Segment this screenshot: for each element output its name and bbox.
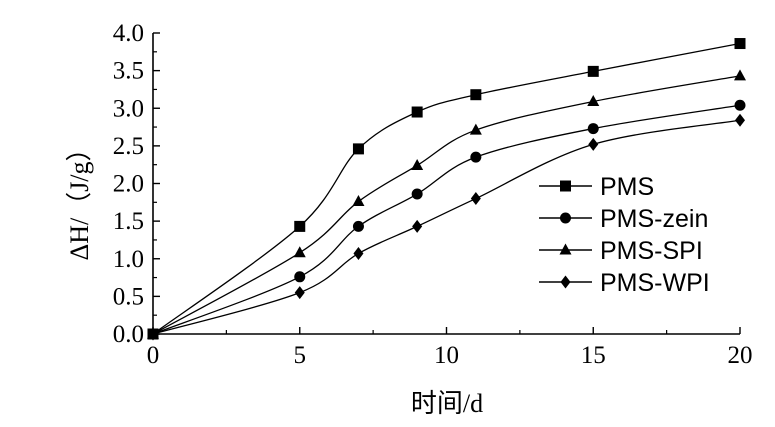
y-axis-title: ΔH/（J/g） (65, 135, 94, 260)
data-point-pms-spi-1 (293, 246, 306, 258)
legend: PMS PMS-zein PMS-SPI PMS-WPI (539, 173, 710, 297)
legend-label-pms-spi: PMS-SPI (600, 237, 703, 265)
y-tick-label-0: 0.0 (113, 321, 144, 348)
legend-marker-pms-zein (560, 212, 571, 224)
data-point-pms-2 (352, 143, 364, 155)
legend-label-pms-zein: PMS-zein (600, 205, 708, 233)
legend-marker-pms (560, 180, 571, 192)
data-point-pms-zein-2 (352, 220, 364, 232)
data-point-pms-6 (734, 38, 746, 50)
legend-marker-pms-wpi (560, 275, 571, 289)
data-point-pms-zein-3 (411, 188, 423, 200)
series-pms-wpi (148, 113, 745, 341)
data-point-pms-spi-2 (352, 195, 365, 207)
data-point-pms-zein-4 (470, 151, 482, 163)
data-point-pms-zein-1 (294, 271, 306, 283)
axes: 0.0 0.5 1.0 1.5 2.0 2.5 3.0 3.5 4.0 0 5 10 15 20 (113, 20, 753, 369)
data-point-pms-1 (294, 220, 306, 232)
data-point-pms-zein-6 (734, 99, 746, 111)
data-point-pms-spi-6 (734, 69, 746, 81)
series-pms-spi (147, 69, 746, 339)
x-tick-label-3: 15 (581, 342, 606, 369)
data-point-pms-wpi-6 (735, 113, 745, 127)
data-point-pms-wpi-0 (148, 327, 158, 341)
data-point-pms-5 (587, 65, 599, 77)
x-tick-label-2: 10 (434, 342, 459, 369)
x-tick-label-4: 20 (728, 342, 753, 369)
series-line-pms-spi (152, 75, 741, 335)
data-point-pms-wpi-2 (353, 246, 364, 260)
legend-marker-pms-spi (559, 243, 572, 255)
y-tick-label-2: 1.0 (113, 246, 144, 273)
legend-item-pms-wpi: PMS-WPI (539, 269, 710, 297)
data-point-pms-spi-5 (587, 94, 600, 106)
y-tick-label-5: 2.5 (113, 133, 144, 160)
x-tick-label-0: 0 (147, 342, 160, 369)
x-tick-label-1: 5 (294, 342, 307, 369)
x-axis-title: 时间/d (411, 389, 483, 418)
legend-label-pms-wpi: PMS-WPI (600, 269, 710, 297)
data-point-pms-wpi-4 (470, 192, 481, 206)
data-point-pms-3 (411, 106, 423, 118)
legend-item-pms: PMS (539, 173, 654, 201)
data-point-pms-wpi-5 (588, 137, 599, 151)
series-layer (147, 38, 746, 341)
y-tick-label-3: 1.5 (113, 208, 144, 235)
data-point-pms-wpi-1 (294, 286, 305, 300)
data-point-pms-spi-4 (469, 123, 482, 135)
data-point-pms-4 (470, 89, 482, 101)
legend-item-pms-zein: PMS-zein (539, 205, 708, 233)
y-tick-label-7: 3.5 (113, 58, 144, 85)
y-tick-label-6: 3.0 (113, 95, 144, 122)
y-tick-label-4: 2.0 (113, 171, 144, 198)
data-point-pms-zein-5 (587, 123, 599, 135)
data-point-pms-spi-3 (411, 158, 424, 170)
data-point-pms-wpi-3 (412, 219, 423, 233)
legend-label-pms: PMS (600, 173, 654, 201)
legend-item-pms-spi: PMS-SPI (539, 237, 703, 265)
y-tick-label-1: 0.5 (113, 283, 144, 310)
y-tick-label-8: 4.0 (113, 20, 144, 47)
